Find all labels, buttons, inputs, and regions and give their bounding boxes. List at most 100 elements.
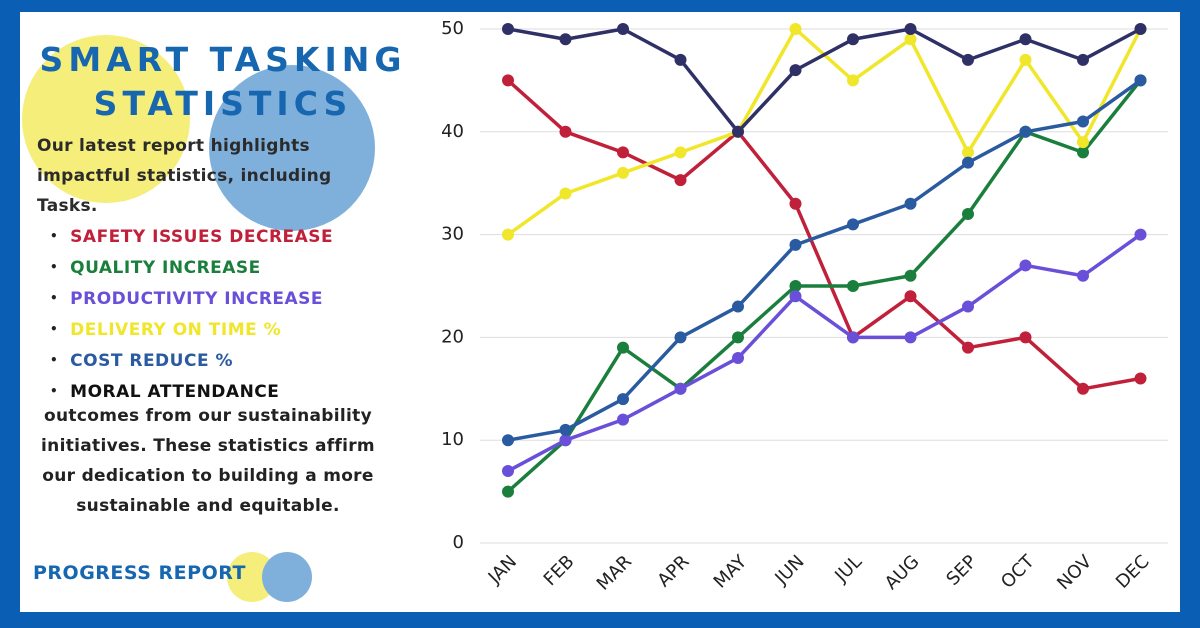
point [617,146,629,159]
series-line [507,78,1142,442]
series-line [507,27,1142,134]
point [502,74,514,87]
legend-entry: QUALITY INCREASE [50,252,333,283]
legend: SAFETY ISSUES DECREASEQUALITY INCREASEPR… [50,221,333,407]
x-tick-label: JAN [484,551,521,588]
legend-entry: SAFETY ISSUES DECREASE [50,221,333,252]
series-line [506,79,1142,493]
point [617,166,629,179]
point [1134,23,1147,35]
point [502,228,514,241]
point [674,146,687,159]
point [847,74,859,87]
y-tick-label: 20 [441,326,464,347]
x-tick-label: OCT [997,551,1039,593]
x-tick-label: SEP [942,551,981,590]
y-tick-label: 40 [441,121,464,142]
point [617,23,629,35]
title: SMART TASKING STATISTICS [39,40,407,123]
point [904,331,917,344]
point [789,23,802,35]
point [1077,269,1089,282]
x-tick-label: JUN [770,551,808,589]
point [904,197,917,210]
point [789,197,802,210]
x-tick-label: FEB [540,551,579,590]
point [1134,372,1147,385]
point [502,465,514,478]
point [674,382,687,395]
point [904,33,917,46]
point [1077,136,1089,149]
x-tick-label: APR [653,551,693,591]
legend-entry: PRODUCTIVITY INCREASE [50,283,333,314]
point [962,300,974,313]
intro-text: Our latest report highlights impactful s… [37,136,332,216]
deco-circle [22,35,190,203]
x-tick-label: JUL [830,551,866,587]
point [1019,259,1032,272]
point [962,208,974,221]
legend-entry: DELIVERY ON TIME % [50,314,333,345]
point [559,187,572,200]
x-tick-label: MAR [593,551,636,594]
point [904,290,917,303]
point [1019,331,1032,344]
point [674,331,687,344]
point [904,23,917,35]
x-tick-label: AUG [881,551,924,594]
point [1077,382,1089,395]
point [1077,53,1089,66]
y-tick-label: 50 [441,18,464,39]
footer: PROGRESS REPORT [33,562,246,584]
point [617,413,629,426]
point [1077,146,1089,159]
point [962,53,974,66]
point [847,33,859,46]
x-tick-label: NOV [1053,551,1096,594]
point [732,331,744,344]
outro-text: outcomes from our sustainability initiat… [41,406,375,516]
point [559,33,572,46]
x-tick-label: DEC [1112,551,1154,593]
point [674,174,687,187]
point [502,485,514,498]
legend-entry: MORAL ATTENDANCE [50,376,333,407]
point [617,341,629,354]
y-tick-label: 10 [441,429,464,450]
point [1019,33,1032,46]
point [789,238,802,251]
point [962,146,974,159]
legend-entry: COST REDUCE % [50,345,333,376]
deco-circle [262,552,312,602]
panel: SMART TASKING STATISTICS Our latest repo… [20,12,1180,612]
point [789,290,802,303]
point [559,423,572,436]
y-tick-label: 30 [441,224,464,245]
point [962,341,974,354]
point [502,23,514,35]
chart: 0 10 20 30 40 50 JAN FEB MAR APR MAY JUN JUL AUG SEP OC… [441,18,1168,595]
point [1134,74,1147,87]
y-tick-label: 0 [453,532,464,553]
series-line [507,233,1142,473]
point [559,125,572,138]
point [847,280,859,292]
point [1019,125,1032,138]
series-line [506,79,1141,391]
point [904,269,917,282]
point [502,434,514,447]
x-tick-label: MAY [710,551,752,593]
point [732,125,744,138]
point [789,280,802,292]
point [962,156,974,169]
point [674,53,687,66]
deco-circle [209,65,375,231]
point [847,218,859,231]
point [559,434,572,447]
point [1019,53,1032,66]
point [732,300,744,313]
point [1077,115,1089,128]
point [1134,228,1147,241]
